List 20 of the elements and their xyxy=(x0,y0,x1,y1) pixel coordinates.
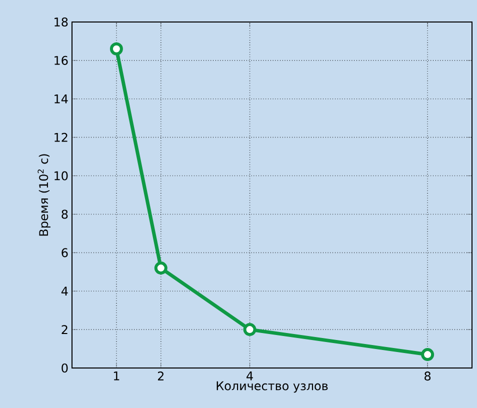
x-tick-label: 2 xyxy=(158,372,164,380)
y-tick-label: 14 xyxy=(54,94,68,104)
x-tick-label: 1 xyxy=(114,372,120,380)
x-tick-label: 4 xyxy=(246,372,253,380)
x-axis-title: Количество узлов xyxy=(216,381,328,393)
y-tick-label: 16 xyxy=(54,56,68,65)
y-tick-label: 2 xyxy=(62,325,68,334)
y-tick-label: 4 xyxy=(61,286,68,296)
y-axis-title: Время (10$^{2}$ с) xyxy=(38,154,50,236)
point xyxy=(110,42,123,56)
y-tick-label: 8 xyxy=(62,210,68,219)
y-tick-label: 12 xyxy=(54,132,68,142)
point xyxy=(154,262,168,275)
y-tick-label: 18 xyxy=(54,17,68,27)
x-tick-label: 8 xyxy=(424,372,431,381)
point xyxy=(421,348,434,362)
point xyxy=(243,323,256,336)
y-tick-label: 6 xyxy=(62,248,68,258)
y-tick-label: 10 xyxy=(54,171,68,180)
y-tick-label: 0 xyxy=(62,363,68,373)
